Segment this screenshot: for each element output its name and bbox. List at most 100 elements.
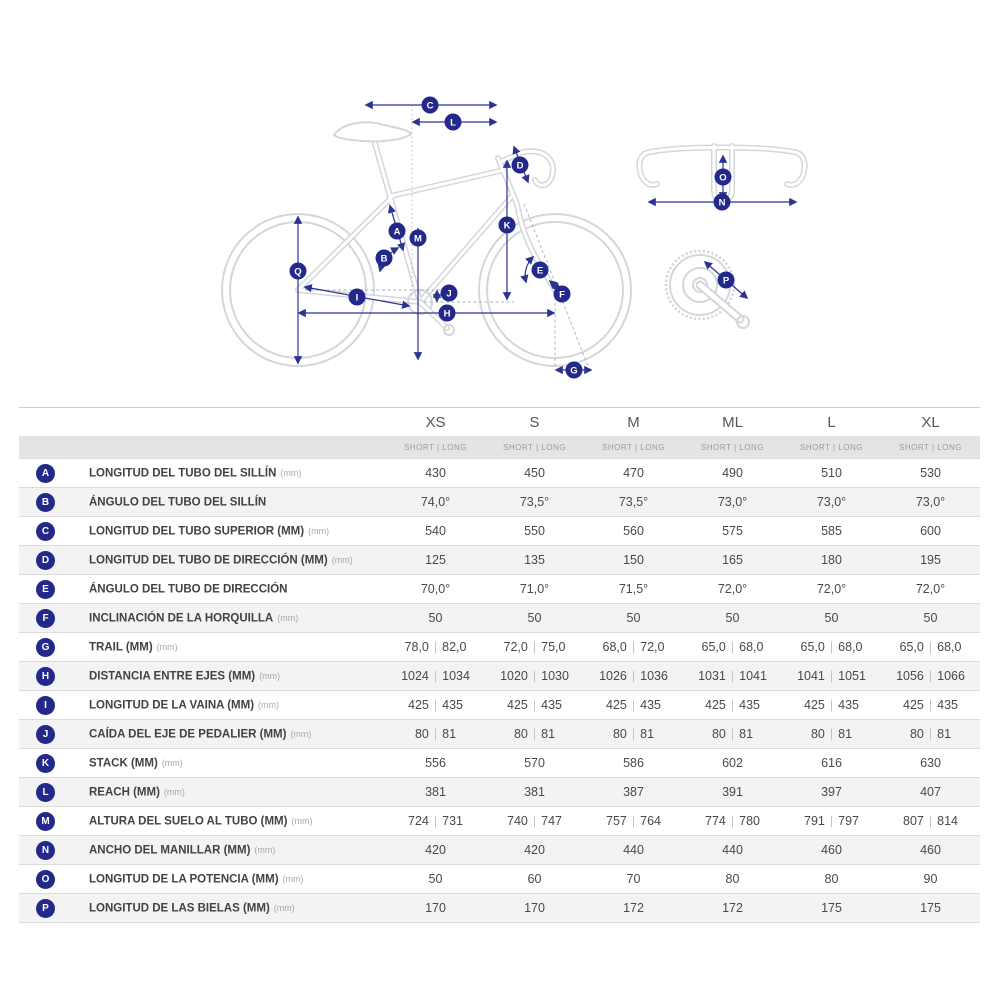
- svg-text:M: M: [414, 234, 422, 245]
- value-cell-O-xs: 50: [386, 864, 485, 894]
- value-cell-C-ml: 575: [683, 516, 782, 546]
- handlebar-inset: [636, 143, 808, 203]
- value-cell-I-xs: 425 | 435: [386, 690, 485, 720]
- value-cell-A-xs: 430: [386, 458, 485, 488]
- geometry-table: XS S M ML L XL SHORT | LONG SHORT | LONG SHORT …: [19, 407, 980, 923]
- row-unit-A: (mm): [280, 468, 302, 478]
- row-unit-O: (mm): [282, 874, 304, 884]
- row-label-cell-A: A LONGITUD DEL TUBO DEL SILLÍN (mm): [19, 458, 386, 488]
- value-cell-N-xs: 420: [386, 835, 485, 865]
- bike-diagram-svg: A B C D E F G H I J K L M Q O N P: [221, 96, 808, 379]
- row-unit-L: (mm): [163, 787, 185, 797]
- table-row-H: H DISTANCIA ENTRE EJES (MM) (mm) 1024 | 1034 1…: [19, 661, 980, 691]
- row-label-cell-F: F INCLINACIÓN DE LA HORQUILLA (mm): [19, 603, 386, 633]
- row-label-cell-J: J CAÍDA DEL EJE DE PEDALIER (MM) (mm): [19, 719, 386, 749]
- row-badge-E: E: [36, 579, 55, 599]
- value-cell-O-ml: 80: [683, 864, 782, 894]
- marker-E-badge: E: [531, 261, 549, 279]
- svg-text:A: A: [394, 227, 401, 238]
- row-label-cell-N: N ANCHO DEL MANILLAR (MM) (mm): [19, 835, 386, 865]
- value-cell-B-xs: 74,0°: [386, 487, 485, 517]
- value-cell-P-s: 170: [485, 893, 584, 923]
- value-cell-F-xl: 50: [881, 603, 980, 633]
- table-row-I: I LONGITUD DE LA VAINA (MM) (mm) 425 | 435 425…: [19, 690, 980, 720]
- value-cell-D-s: 135: [485, 545, 584, 575]
- row-label-cell-C: C LONGITUD DEL TUBO SUPERIOR (MM) (mm): [19, 516, 386, 546]
- pedal: [443, 324, 455, 336]
- row-label-cell-K: K STACK (MM) (mm): [19, 748, 386, 778]
- value-cell-E-xl: 72,0°: [881, 574, 980, 604]
- size-header-l: L: [782, 407, 881, 436]
- value-cell-E-s: 71,0°: [485, 574, 584, 604]
- marker-B-badge: B: [375, 249, 393, 267]
- value-cell-C-xl: 600: [881, 516, 980, 546]
- row-label-P: LONGITUD DE LAS BIELAS (MM): [89, 902, 270, 914]
- row-label-N: ANCHO DEL MANILLAR (MM): [89, 844, 251, 856]
- row-badge-L: L: [36, 782, 55, 802]
- value-cell-F-xs: 50: [386, 603, 485, 633]
- marker-O-badge: O: [714, 168, 732, 186]
- row-label-cell-H: H DISTANCIA ENTRE EJES (MM) (mm): [19, 661, 386, 691]
- row-badge-I: I: [36, 695, 55, 715]
- value-cell-K-xs: 556: [386, 748, 485, 778]
- size-header-row: XS S M ML L XL: [19, 407, 980, 436]
- value-cell-J-l: 80 | 81: [782, 719, 881, 749]
- marker-N-badge: N: [713, 193, 731, 211]
- row-unit-G: (mm): [156, 642, 178, 652]
- table-row-G: G TRAIL (MM) (mm) 78,0 | 82,0 72,0 | 75,0 68,0 | 72…: [19, 632, 980, 662]
- svg-text:F: F: [559, 290, 565, 301]
- row-label-I: LONGITUD DE LA VAINA (MM): [89, 699, 255, 711]
- row-label-G: TRAIL (MM): [89, 641, 153, 653]
- row-label-cell-L: L REACH (MM) (mm): [19, 777, 386, 807]
- value-cell-C-s: 550: [485, 516, 584, 546]
- row-unit-M: (mm): [291, 816, 313, 826]
- value-cell-F-s: 50: [485, 603, 584, 633]
- value-cell-I-m: 425 | 435: [584, 690, 683, 720]
- value-cell-E-l: 72,0°: [782, 574, 881, 604]
- table-row-E: E ÁNGULO DEL TUBO DE DIRECCIÓN 70,0° 71,0° 7…: [19, 574, 980, 604]
- value-cell-G-xl: 65,0 | 68,0: [881, 632, 980, 662]
- value-cell-O-l: 80: [782, 864, 881, 894]
- value-cell-P-ml: 172: [683, 893, 782, 923]
- value-cell-N-m: 440: [584, 835, 683, 865]
- value-cell-P-xl: 175: [881, 893, 980, 923]
- value-cell-J-s: 80 | 81: [485, 719, 584, 749]
- table-row-M: M ALTURA DEL SUELO AL TUBO (MM) (mm) 724 | 73…: [19, 806, 980, 836]
- value-cell-L-ml: 391: [683, 777, 782, 807]
- value-cell-A-l: 510: [782, 458, 881, 488]
- svg-text:K: K: [504, 221, 511, 232]
- svg-text:O: O: [719, 173, 726, 184]
- svg-text:P: P: [723, 276, 730, 287]
- marker-D-badge: D: [511, 156, 529, 174]
- marker-A-badge: A: [388, 222, 406, 240]
- value-cell-L-xl: 407: [881, 777, 980, 807]
- value-cell-M-l: 791 | 797: [782, 806, 881, 836]
- value-cell-N-l: 460: [782, 835, 881, 865]
- row-badge-M: M: [36, 811, 55, 831]
- value-cell-L-xs: 381: [386, 777, 485, 807]
- marker-Q-badge: Q: [289, 262, 307, 280]
- value-cell-F-m: 50: [584, 603, 683, 633]
- value-cell-I-xl: 425 | 435: [881, 690, 980, 720]
- bike-silhouette: [221, 121, 632, 367]
- row-unit-I: (mm): [258, 700, 280, 710]
- letter-badges: A B C D E F G H I J K L M Q O N P: [289, 96, 735, 379]
- svg-text:L: L: [450, 118, 456, 129]
- row-label-cell-P: P LONGITUD DE LAS BIELAS (MM) (mm): [19, 893, 386, 923]
- table-row-A: A LONGITUD DEL TUBO DEL SILLÍN (mm) 430 450 4…: [19, 458, 980, 488]
- svg-text:H: H: [444, 309, 451, 320]
- value-cell-K-l: 616: [782, 748, 881, 778]
- value-cell-H-xl: 1056 | 1066: [881, 661, 980, 691]
- subheader-m: SHORT | LONG: [584, 436, 683, 459]
- value-cell-H-m: 1026 | 1036: [584, 661, 683, 691]
- marker-K-badge: K: [498, 216, 516, 234]
- svg-text:C: C: [427, 101, 434, 112]
- value-cell-O-xl: 90: [881, 864, 980, 894]
- value-cell-I-l: 425 | 435: [782, 690, 881, 720]
- row-label-cell-B: B ÁNGULO DEL TUBO DEL SILLÍN: [19, 487, 386, 517]
- value-cell-D-m: 150: [584, 545, 683, 575]
- value-cell-E-m: 71,5°: [584, 574, 683, 604]
- size-header-xl: XL: [881, 407, 980, 436]
- subheader-ml: SHORT | LONG: [683, 436, 782, 459]
- subheader-l: SHORT | LONG: [782, 436, 881, 459]
